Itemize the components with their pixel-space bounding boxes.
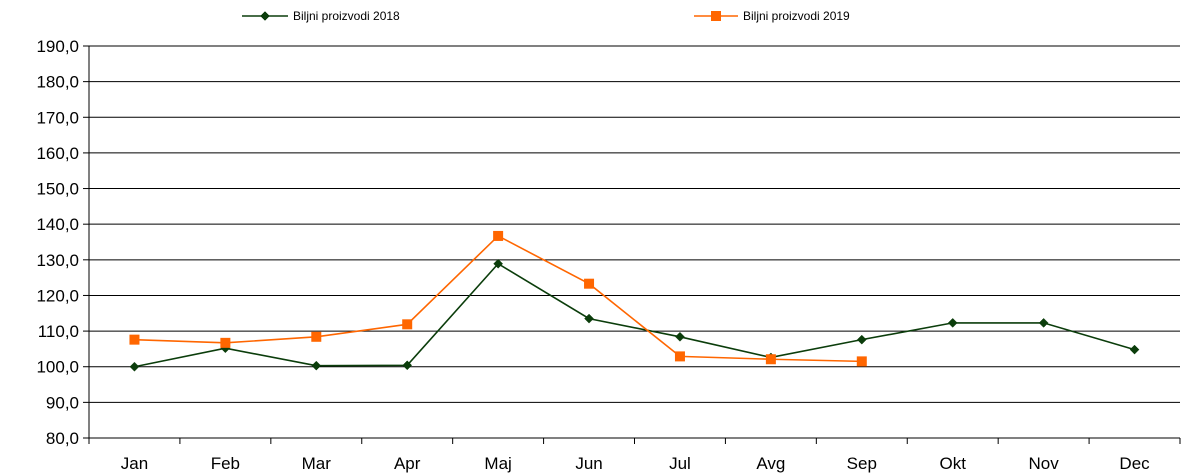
x-tick-label: Sep <box>847 454 877 473</box>
y-tick-label: 150,0 <box>36 180 79 199</box>
legend-item: Biljni proizvodi 2018 <box>242 9 400 23</box>
data-point <box>1038 318 1049 328</box>
series-1 <box>129 258 1140 372</box>
data-point <box>311 360 322 371</box>
x-tick-label: Dec <box>1119 454 1150 473</box>
gridlines <box>89 45 1180 403</box>
x-tick-labels: Jan Feb Mar Apr Maj Jun Jul Avg Sep Okt Nov Dec <box>121 454 1150 473</box>
data-point <box>584 278 595 289</box>
data-point <box>856 334 867 345</box>
data-point <box>493 258 503 269</box>
legend-marker <box>711 11 721 21</box>
x-tick-label: Jul <box>669 454 691 473</box>
series-line <box>134 234 862 363</box>
x-tick-label: Jun <box>575 454 602 473</box>
data-point <box>220 337 231 348</box>
x-tick-label: Avg <box>756 454 785 473</box>
data-point <box>675 331 685 342</box>
data-point <box>129 361 140 372</box>
data-point <box>584 313 594 324</box>
data-point <box>402 360 413 371</box>
legend-label: Biljni proizvodi 2019 <box>743 9 850 23</box>
y-tick-label: 110,0 <box>38 322 79 341</box>
series <box>129 230 1140 372</box>
y-tick-labels: 80,0 90,0 100,0 110,0 120,0 130,0 140,0 150,0 16… <box>36 37 79 448</box>
y-tick-label: 140,0 <box>36 215 79 234</box>
y-tick-label: 160,0 <box>36 144 79 163</box>
y-tick-label: 80,0 <box>46 429 79 448</box>
y-tick-label: 100,0 <box>36 358 79 377</box>
x-tick-label: Jan <box>121 454 148 473</box>
y-tick-label: 120,0 <box>36 286 79 305</box>
legend-marker <box>260 11 270 21</box>
data-point <box>311 331 322 342</box>
y-tick-label: 130,0 <box>36 251 79 270</box>
series-2 <box>129 230 867 367</box>
axes <box>83 45 1181 444</box>
y-tick-label: 90,0 <box>46 393 79 412</box>
x-tick-label: Nov <box>1029 454 1060 473</box>
y-tick-label: 190,0 <box>36 37 79 56</box>
data-point <box>1129 344 1140 355</box>
data-point <box>402 319 413 330</box>
series-line <box>134 262 1135 368</box>
x-tick-label: Apr <box>394 454 421 473</box>
data-point <box>129 334 140 345</box>
data-point <box>674 351 685 362</box>
x-tick-label: Okt <box>939 454 966 473</box>
x-tick-label: Maj <box>484 454 511 473</box>
x-tick-label: Mar <box>302 454 332 473</box>
y-tick-label: 180,0 <box>36 73 79 92</box>
data-point <box>856 356 867 367</box>
x-tick-label: Feb <box>211 454 240 473</box>
y-tick-label: 170,0 <box>36 108 79 127</box>
data-point <box>947 318 958 328</box>
legend-label: Biljni proizvodi 2018 <box>293 9 400 23</box>
data-point <box>765 354 776 365</box>
data-point <box>493 230 504 241</box>
legend: Biljni proizvodi 2018 Biljni proizvodi 20… <box>242 9 850 23</box>
legend-item: Biljni proizvodi 2019 <box>694 9 850 23</box>
